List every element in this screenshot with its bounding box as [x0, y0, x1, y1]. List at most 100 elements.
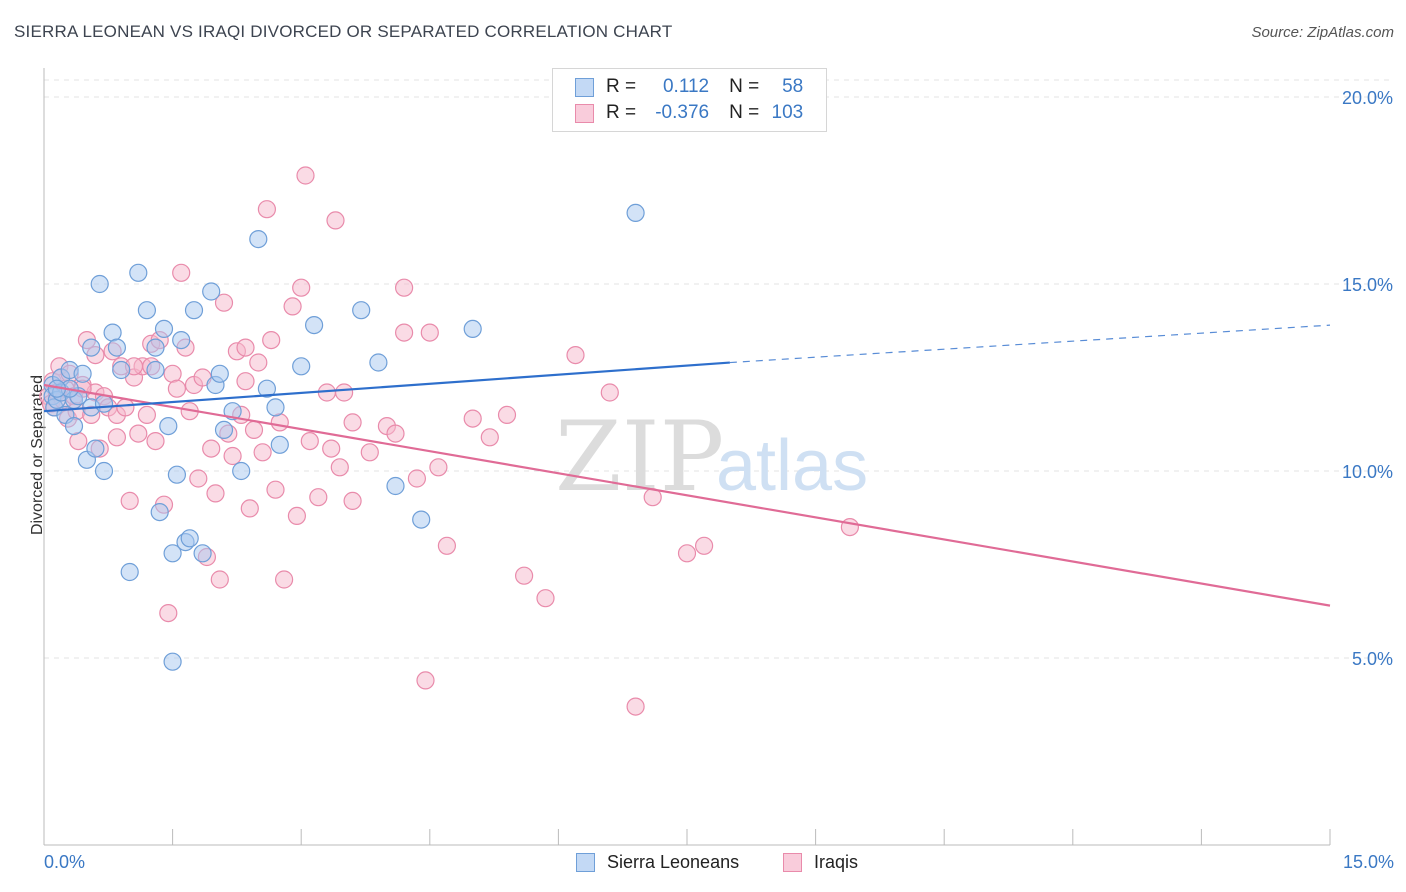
source-label: Source: ZipAtlas.com — [1251, 24, 1394, 41]
x-tick-max: 15.0% — [1342, 852, 1394, 872]
data-point — [90, 274, 109, 294]
data-point — [73, 364, 92, 383]
data-point — [287, 506, 306, 526]
data-point — [120, 562, 139, 582]
data-point — [270, 413, 289, 432]
y-tick-label: 20.0% — [1342, 88, 1393, 108]
data-point — [172, 331, 191, 350]
y-tick-labels: 5.0% 10.0% 15.0% 20.0% — [1342, 88, 1393, 669]
data-point — [244, 420, 264, 439]
data-point — [223, 402, 242, 421]
legend-item-sierra-leoneans[interactable]: Sierra Leoneans — [576, 852, 739, 873]
legend-label: Iraqis — [814, 852, 859, 872]
gridlines — [44, 79, 1392, 659]
data-point — [69, 432, 88, 451]
data-point — [677, 544, 697, 563]
data-point — [210, 364, 229, 383]
data-point — [223, 446, 242, 466]
data-point — [116, 398, 135, 417]
data-point — [626, 203, 645, 222]
data-point — [167, 465, 186, 484]
data-point — [309, 488, 328, 507]
data-point — [266, 398, 285, 417]
watermark: ZIP atlas — [555, 401, 868, 513]
data-point — [159, 417, 178, 436]
data-point — [240, 499, 259, 518]
trend-line-iraqis — [43, 383, 1331, 607]
data-point — [249, 230, 268, 249]
data-point — [253, 443, 272, 462]
data-point — [202, 282, 221, 301]
data-point — [94, 461, 114, 481]
data-point — [626, 697, 645, 716]
y-tick-label: 10.0% — [1342, 462, 1393, 482]
data-point — [163, 544, 182, 563]
y-tick-label: 15.0% — [1342, 275, 1393, 295]
legend-n-value: 58 — [782, 76, 804, 97]
data-point — [86, 439, 105, 458]
data-point — [232, 461, 251, 481]
data-point — [167, 379, 186, 398]
data-point — [129, 424, 148, 443]
y-tick-label: 5.0% — [1352, 649, 1393, 669]
data-point — [416, 671, 435, 690]
data-point — [107, 428, 127, 447]
data-point — [184, 301, 204, 320]
data-point — [437, 536, 456, 555]
data-point — [146, 338, 165, 357]
data-point — [262, 331, 281, 350]
x-tick-min: 0.0% — [44, 852, 86, 872]
legend-label: Sierra Leoneans — [607, 852, 740, 872]
legend-swatch-pink — [575, 103, 594, 123]
data-point — [343, 491, 362, 510]
data-point — [407, 469, 426, 488]
data-point — [536, 589, 555, 608]
data-point — [146, 360, 165, 380]
data-point — [292, 357, 311, 376]
legend-swatch-blue — [576, 853, 595, 872]
data-point — [275, 570, 294, 589]
data-point — [214, 293, 234, 312]
data-point — [180, 529, 199, 548]
data-point — [193, 544, 212, 563]
data-point — [64, 417, 84, 436]
axes — [43, 68, 1331, 846]
data-point — [249, 353, 268, 372]
data-point — [300, 432, 319, 451]
data-point — [236, 372, 255, 391]
legend-swatch-pink — [783, 853, 802, 872]
data-point — [163, 364, 182, 383]
legend-swatch-blue — [575, 77, 594, 97]
legend-r-value: 0.112 — [662, 76, 710, 97]
data-point — [103, 323, 122, 342]
data-point — [154, 319, 174, 338]
data-point — [463, 409, 482, 428]
data-point — [429, 458, 448, 477]
data-point — [82, 338, 101, 357]
data-point — [694, 536, 714, 555]
data-point — [137, 301, 156, 320]
data-point — [305, 316, 324, 335]
data-point — [386, 424, 405, 443]
watermark-atlas: atlas — [716, 426, 868, 506]
data-point — [343, 413, 362, 432]
stats-legend: R = 0.112 N = 58 R = -0.376 N = 103 — [552, 68, 827, 132]
legend-row-sierra-leoneans: R = 0.112 N = 58 — [575, 74, 803, 100]
legend-r-label: R = — [606, 76, 637, 97]
data-point — [395, 278, 414, 297]
data-point — [322, 439, 341, 458]
data-point — [236, 338, 255, 357]
data-point — [600, 383, 619, 402]
data-point — [214, 420, 234, 439]
data-point — [360, 443, 379, 462]
data-point — [420, 323, 439, 342]
legend-n-value: 103 — [771, 102, 804, 123]
data-point — [206, 484, 225, 503]
data-point — [335, 383, 354, 402]
data-point — [412, 510, 431, 529]
data-point — [129, 263, 148, 282]
legend-r-value: -0.376 — [655, 102, 710, 123]
data-point — [146, 432, 165, 451]
data-point — [386, 476, 405, 496]
legend-item-iraqis[interactable]: Iraqis — [783, 852, 858, 873]
